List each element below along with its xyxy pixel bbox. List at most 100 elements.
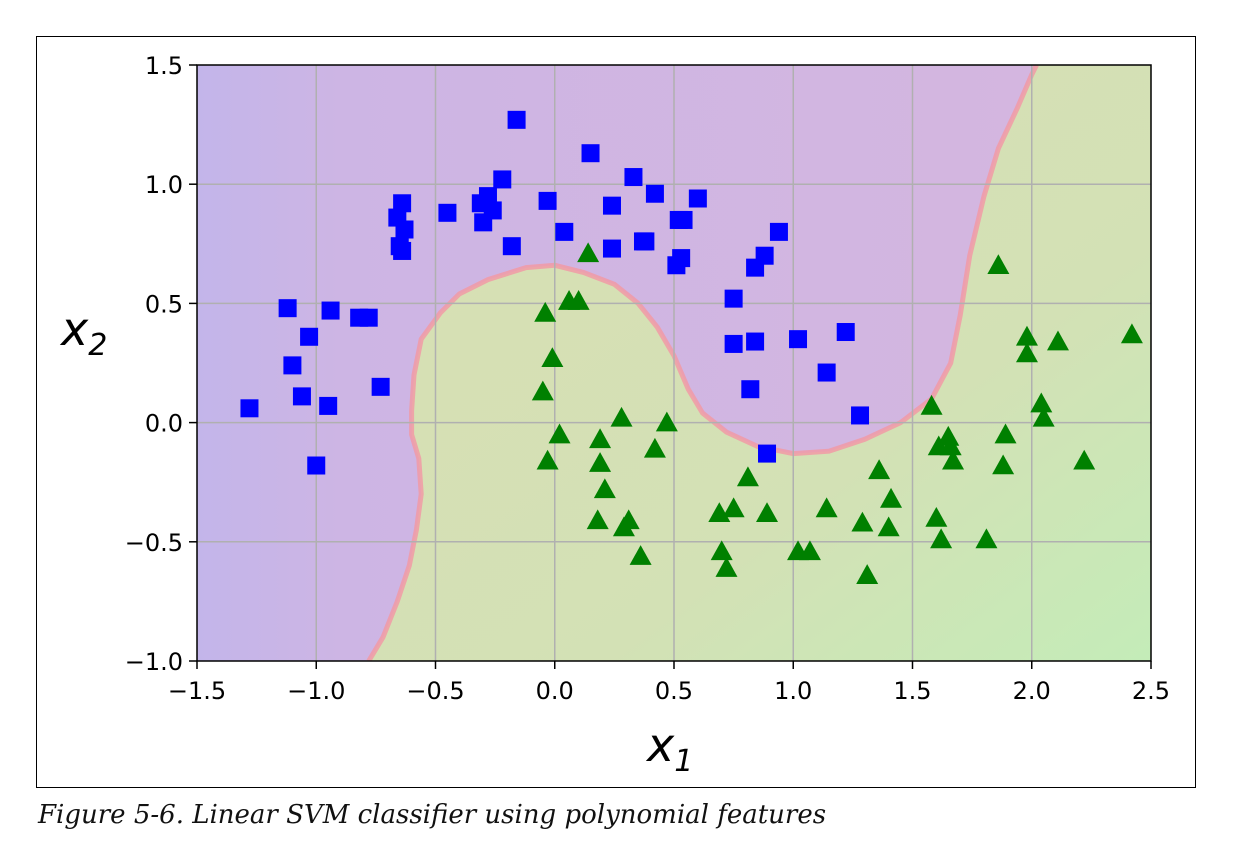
class-0-square-point	[393, 194, 412, 213]
class-1-triangle-point	[1015, 342, 1038, 363]
x-tick-label: −1.0	[287, 677, 345, 705]
class-0-square-point	[478, 187, 497, 206]
class-1-triangle-point	[586, 509, 609, 530]
class-1-triangle-point	[629, 545, 652, 565]
y-tick-label: −1.0	[125, 648, 183, 676]
class-0-square-point	[493, 170, 512, 189]
class-0-square-point	[602, 239, 621, 258]
class-0-square-point	[672, 249, 691, 268]
plot-area	[197, 65, 1151, 661]
class-1-triangle-point	[617, 509, 640, 530]
class-0-square-point	[393, 241, 412, 260]
class-1-triangle-point	[877, 516, 900, 537]
class-0-square-point	[755, 246, 774, 265]
y-axis: −1.0 −0.5 0.0 0.5 1.0 1.5	[125, 52, 197, 676]
class-1-triangle-point	[851, 511, 874, 532]
class-0-square-point	[300, 327, 319, 346]
class-1-triangle-point	[987, 254, 1010, 275]
class-1-triangle-point	[548, 423, 571, 444]
class-1-triangle-point	[593, 478, 616, 499]
x-tick-label: 1.0	[774, 677, 812, 705]
x-tick-label: 0.5	[655, 677, 693, 705]
class-1-triangle-point	[856, 564, 879, 584]
y-tick-label: 1.0	[145, 171, 183, 199]
x-tick-label: 2.5	[1132, 677, 1170, 705]
class-0-square-point	[319, 396, 338, 415]
x-tick-label: 0.0	[536, 677, 574, 705]
class-0-square-point	[636, 232, 655, 251]
class-1-triangle-point	[610, 406, 633, 427]
class-0-square-point	[746, 332, 765, 351]
class-0-square-point	[538, 191, 557, 210]
class-0-square-point	[817, 363, 836, 382]
class-1-triangle-point	[937, 425, 960, 446]
class-1-triangle-point	[975, 528, 998, 549]
y-tick-label: 0.0	[145, 410, 183, 438]
figure-frame: −1.5 −1.0 −0.5 0.0 0.5 1.0 1.5 2.0 2.5 −1.0 −0.5 0…	[36, 36, 1196, 788]
class-1-triangle-point	[994, 423, 1017, 444]
class-0-square-point	[724, 289, 743, 308]
class-0-square-point	[283, 356, 302, 375]
class-0-square-point	[624, 168, 643, 187]
region-class-1	[368, 65, 1151, 661]
class-1-triangle-point	[589, 452, 612, 472]
class-0-square-point	[724, 334, 743, 353]
class-0-square-point	[483, 201, 502, 220]
class-1-triangle-point	[1120, 323, 1143, 344]
class-1-triangle-point	[920, 394, 943, 415]
y-axis-title: x2	[59, 302, 107, 363]
class-1-triangle-point	[1073, 449, 1096, 470]
class-1-triangle-point	[655, 411, 678, 432]
x-axis: −1.5 −1.0 −0.5 0.0 0.5 1.0 1.5 2.0 2.5	[168, 661, 1170, 705]
class-0-square-point	[359, 308, 378, 327]
figure-caption: Figure 5-6. Linear SVM classifier using …	[38, 800, 827, 830]
class-0-square-point	[371, 377, 390, 396]
class-0-square-point	[278, 299, 297, 318]
class-0-square-point	[307, 456, 326, 475]
class-1-triangle-point	[756, 502, 779, 522]
y-tick-label: 1.5	[145, 52, 183, 80]
class-0-square-point	[438, 203, 457, 222]
class-1-triangle-point	[925, 506, 948, 527]
class-1-triangle-point	[589, 428, 612, 449]
class-1-triangle-point	[939, 435, 962, 456]
class-1-triangle-point	[710, 540, 733, 561]
x-tick-label: −1.5	[168, 677, 226, 705]
class-0-square-point	[645, 184, 664, 203]
class-1-triangle-point	[1046, 330, 1069, 351]
x-tick-label: −0.5	[406, 677, 464, 705]
class-1-triangle-point	[1015, 325, 1038, 346]
class-1-triangle-point	[942, 449, 965, 470]
class-1-triangle-point	[798, 540, 821, 561]
class-1-triangle-point	[715, 557, 738, 577]
class-0-square-point	[758, 444, 777, 463]
class-0-square-point	[240, 399, 259, 418]
x-tick-label: 1.5	[893, 677, 931, 705]
class-0-square-point	[741, 380, 760, 399]
y-tick-label: −0.5	[125, 529, 183, 557]
class-0-square-point	[602, 196, 621, 215]
class-1-triangle-point	[930, 528, 953, 549]
class-1-triangle-point	[868, 459, 891, 480]
class-1-triangle-point	[541, 347, 564, 368]
class-1-triangle-point	[531, 380, 554, 401]
class-1-triangle-point	[534, 301, 557, 322]
class-0-square-point	[507, 110, 526, 129]
class-0-square-point	[674, 210, 693, 229]
class-0-square-point	[769, 222, 788, 241]
class-0-square-point	[836, 323, 855, 342]
class-0-square-point	[581, 144, 600, 163]
class-0-square-point	[395, 220, 414, 239]
class-1-triangle-point	[577, 242, 600, 263]
x-tick-label: 2.0	[1013, 677, 1051, 705]
class-0-square-point	[292, 387, 311, 406]
class-1-triangle-point	[815, 497, 838, 518]
decision-boundary	[366, 65, 1039, 661]
class-0-square-point	[555, 222, 574, 241]
data-points	[240, 110, 1143, 584]
x-axis-title: x1	[645, 718, 693, 779]
chart: −1.5 −1.0 −0.5 0.0 0.5 1.0 1.5 2.0 2.5 −1.0−0.50…	[59, 52, 1170, 779]
class-1-triangle-point	[536, 449, 559, 470]
class-1-triangle-point	[643, 437, 666, 458]
class-1-triangle-point	[992, 454, 1015, 475]
